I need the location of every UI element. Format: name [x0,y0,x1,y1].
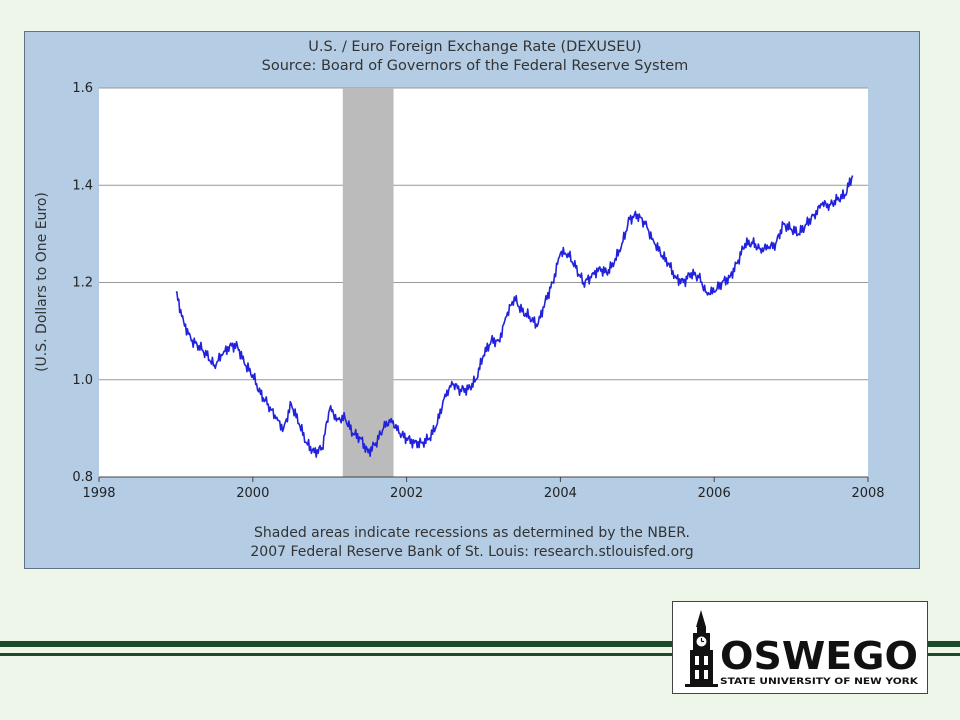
green-rule-left-thick [0,641,672,647]
series-line [175,175,854,458]
y-tick-label: 1.0 [72,373,93,388]
recession-band [342,88,394,477]
recession-shading [342,88,394,477]
chart-title: U.S. / Euro Foreign Exchange Rate (DEXUS… [308,39,641,55]
y-tick-label: 1.4 [72,178,93,193]
logo-tagline: STATE UNIVERSITY OF NEW YORK [720,677,918,687]
x-tick-label: 2008 [851,486,884,501]
source-note: 2007 Federal Reserve Bank of St. Louis: … [250,544,693,560]
chart-subtitle: Source: Board of Governors of the Federa… [262,58,689,74]
x-tick-label: 2004 [544,486,577,501]
green-rule-right-thin [928,653,960,656]
x-tick-label: 2002 [390,486,423,501]
oswego-logo: OSWEGO STATE UNIVERSITY OF NEW YORK [672,601,928,694]
recession-note: Shaded areas indicate recessions as dete… [254,525,690,541]
green-rule-right-thick [928,641,960,647]
x-tick-label: 2000 [236,486,269,501]
clock-tower-icon: OSWEGO STATE UNIVERSITY OF NEW YORK [685,610,918,687]
y-tick-label: 1.2 [72,276,93,291]
y-tick-labels: 0.8 1.0 1.2 1.4 1.6 [72,81,93,485]
x-tick-label: 2006 [698,486,731,501]
y-tick-label: 0.8 [72,470,93,485]
green-rule-left-thin [0,653,672,656]
exchange-rate-chart: U.S. / Euro Foreign Exchange Rate (DEXUS… [34,39,885,560]
logo-wordmark: OSWEGO [720,634,918,678]
chart-panel: U.S. / Euro Foreign Exchange Rate (DEXUS… [24,31,920,569]
y-tick-label: 1.6 [72,81,93,96]
x-tick-label: 1998 [82,486,115,501]
y-axis-label: (U.S. Dollars to One Euro) [34,192,50,372]
grid-lines [99,87,868,381]
x-tick-labels: 1998 2000 2002 2004 2006 2008 [82,477,885,501]
series-line-layer [175,175,854,458]
